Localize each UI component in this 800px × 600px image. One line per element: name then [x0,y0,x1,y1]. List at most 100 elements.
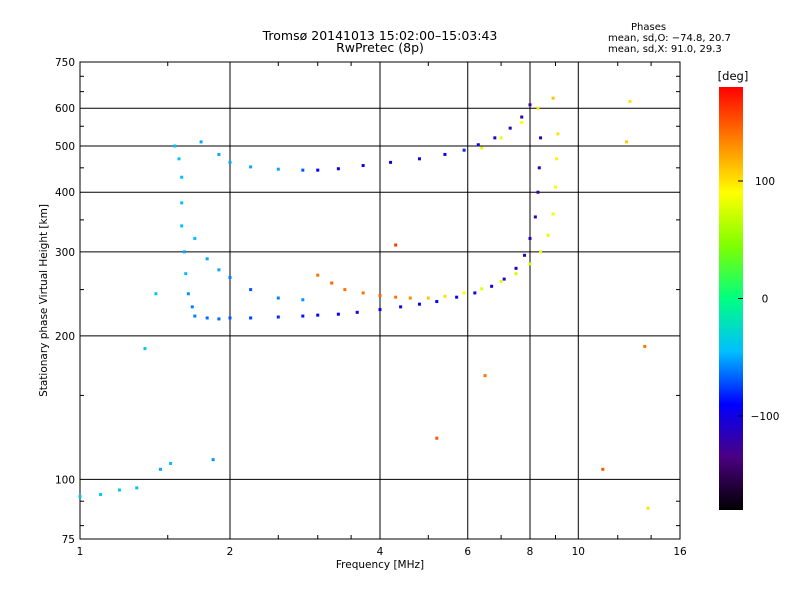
data-point-o [523,253,527,257]
data-point-x [643,344,647,348]
data-point-x [435,436,439,440]
data-point-x [556,132,560,136]
x-tick-label: 16 [673,546,687,558]
data-point-x [361,291,365,295]
data-point-o [199,140,203,144]
data-point-x [601,467,605,471]
data-point-x [499,136,503,140]
data-point-o [186,292,190,296]
colorbar-tick-label: 0 [762,294,769,306]
data-point-o [173,144,177,148]
colorbar-tick-label: −100 [751,411,780,423]
stats-o-phase: mean, sd,O: −74.8, 20.7 [608,33,731,44]
plot-frame [79,61,681,540]
x-tick-label: 10 [572,546,585,558]
chart-title: Tromsø 20141013 15:02:00–15:03:43 [262,28,498,43]
stats-x-phase: mean, sd,X: 91.0, 29.3 [608,44,722,55]
data-point-o [217,152,221,156]
y-tick-label: 100 [55,474,75,486]
data-point-o [205,316,209,320]
data-point-o [537,166,541,170]
data-point-o [399,305,403,309]
data-point-o [378,308,382,312]
data-point-o [490,284,494,288]
y-tick-label: 400 [55,187,75,199]
data-point-o [169,461,173,465]
data-point-o [249,165,253,169]
data-point-o [473,291,477,295]
data-point-o [99,492,103,496]
data-point-x [443,294,447,298]
data-point-o [528,103,532,107]
data-point-o [184,272,188,276]
data-point-o [249,288,253,292]
data-point-o [301,298,305,302]
data-point-o [462,148,466,152]
data-point-o [476,143,480,147]
data-point-x [480,287,484,291]
chart-subtitle: RwPretec (8p) [336,40,424,55]
data-point-o [417,302,421,306]
y-tick-label: 75 [62,534,75,546]
colorbar-tick-label: 100 [755,176,775,188]
data-point-o [276,296,280,300]
stats-title: Phases [631,22,667,33]
data-point-o [228,276,232,280]
data-point-o [520,115,524,119]
data-point-o [177,157,181,161]
data-point-x [646,506,650,510]
data-point-o [193,236,197,240]
data-point-x [539,250,543,254]
data-point-x [316,273,320,277]
data-point-x [553,185,557,189]
data-point-o [228,160,232,164]
data-point-o [193,314,197,318]
data-point-o [533,215,537,219]
data-point-o [435,300,439,304]
data-point-o [316,313,320,317]
data-point-o [539,136,543,140]
data-point-x [546,233,550,237]
x-tick-label: 8 [527,546,534,558]
data-point-o [228,316,232,320]
data-point-x [480,146,484,150]
data-point-o [182,250,186,254]
data-point-o [158,467,162,471]
x-tick-label: 1 [77,546,84,558]
data-point-o [217,268,221,272]
x-axis-label: Frequency [MHz] [336,559,424,571]
y-tick-label: 750 [55,57,75,69]
data-point-o [417,157,421,161]
data-point-o [276,167,280,171]
data-point-o [180,224,184,228]
data-point-o [117,488,121,492]
y-axis-label: Stationary phase Virtual Height [km] [38,204,50,397]
data-point-o [78,495,82,499]
y-tick-label: 300 [55,247,75,259]
data-point-o [316,168,320,172]
data-point-o [143,347,147,351]
x-tick-label: 4 [377,546,384,558]
data-point-x [514,272,518,276]
data-point-x [536,106,540,110]
y-tick-label: 600 [55,103,75,115]
data-point-x [628,99,632,103]
data-point-o [361,164,365,168]
data-point-o [190,305,194,309]
data-point-o [536,190,540,194]
data-point-x [343,288,347,292]
data-point-x [520,121,524,125]
data-point-x [394,295,398,299]
x-tick-label: 2 [227,546,234,558]
data-point-o [301,314,305,318]
data-point-x [330,281,334,285]
data-point-x [394,243,398,247]
data-point-o [336,167,340,171]
data-point-x [499,279,503,283]
data-point-o [508,126,512,130]
data-point-o [389,160,393,164]
data-point-o [514,266,518,270]
data-point-x [625,140,629,144]
data-point-o [455,295,459,299]
data-point-o [493,136,497,140]
